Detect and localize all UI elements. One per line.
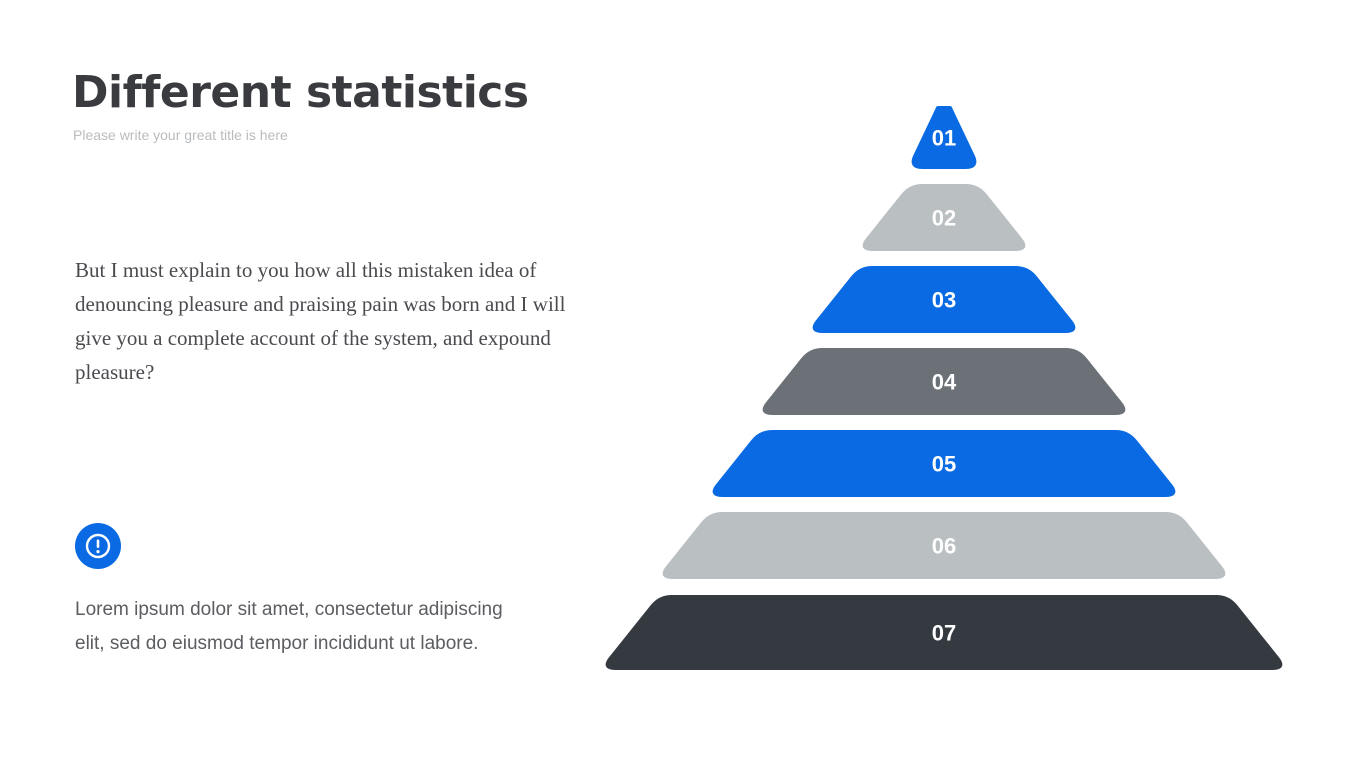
pyramid-level-05: 05 <box>712 430 1176 497</box>
pyramid-level-label: 05 <box>932 452 956 477</box>
pyramid-level-06: 06 <box>662 512 1226 579</box>
pyramid-level-07: 07 <box>605 595 1283 670</box>
pyramid-level-shape <box>662 512 1226 579</box>
pyramid-level-shape <box>605 595 1283 670</box>
pyramid-level-02: 02 <box>862 184 1026 251</box>
pyramid-level-03: 03 <box>812 266 1076 333</box>
note-text: Lorem ipsum dolor sit amet, consectetur … <box>75 599 503 654</box>
pyramid-level-label: 07 <box>932 621 956 646</box>
pyramid-level-shape <box>911 106 977 169</box>
pyramid-level-04: 04 <box>762 348 1126 415</box>
pyramid-level-shape <box>712 430 1176 497</box>
pyramid-level-label: 06 <box>932 534 956 559</box>
pyramid-level-shape <box>812 266 1076 333</box>
page-subtitle: Please write your great title is here <box>73 127 288 143</box>
pyramid-level-label: 04 <box>932 370 957 395</box>
pyramid-level-shape <box>762 348 1126 415</box>
pyramid-level-label: 03 <box>932 288 956 313</box>
page-title: Different statistics <box>72 67 529 118</box>
info-exclamation-icon <box>75 523 121 569</box>
body-paragraph: But I must explain to you how all this m… <box>75 258 566 384</box>
pyramid-level-01: 01 <box>911 106 977 169</box>
pyramid-level-label: 02 <box>932 206 956 231</box>
pyramid-level-shape <box>862 184 1026 251</box>
pyramid-level-label: 01 <box>932 126 956 151</box>
